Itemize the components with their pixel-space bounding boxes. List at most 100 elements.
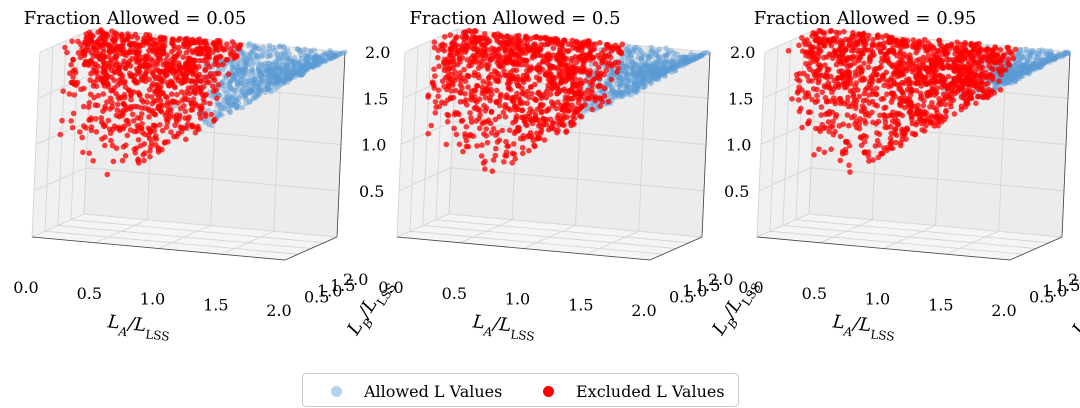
panel-title: Fraction Allowed = 0.95 xyxy=(754,8,977,29)
point-excluded xyxy=(524,40,531,47)
point-excluded xyxy=(168,106,174,112)
point-excluded xyxy=(589,106,595,113)
point-excluded xyxy=(881,113,888,119)
point-excluded xyxy=(90,68,97,74)
point-allowed xyxy=(322,58,329,64)
point-allowed xyxy=(236,64,243,71)
point-allowed xyxy=(230,100,237,106)
point-excluded xyxy=(596,72,603,78)
point-allowed xyxy=(225,87,232,94)
point-allowed xyxy=(243,95,249,102)
point-allowed xyxy=(285,56,291,62)
point-excluded xyxy=(225,71,232,78)
point-excluded xyxy=(206,64,213,70)
point-excluded xyxy=(452,77,458,84)
point-allowed xyxy=(285,75,292,82)
point-allowed xyxy=(220,104,227,111)
point-allowed xyxy=(295,58,302,65)
point-allowed xyxy=(291,70,298,76)
point-excluded xyxy=(67,70,73,77)
point-allowed xyxy=(264,85,271,91)
point-excluded xyxy=(913,80,919,86)
point-excluded xyxy=(105,117,112,124)
point-allowed xyxy=(257,69,264,76)
point-allowed xyxy=(306,62,313,68)
point-excluded xyxy=(799,87,805,93)
point-allowed xyxy=(317,59,324,66)
point-allowed xyxy=(240,82,247,89)
point-excluded xyxy=(846,142,853,149)
point-allowed xyxy=(265,63,272,70)
point-allowed xyxy=(229,64,236,71)
point-excluded xyxy=(960,56,967,63)
point-excluded xyxy=(491,46,498,52)
point-excluded xyxy=(90,33,96,39)
point-excluded xyxy=(833,53,839,59)
point-allowed xyxy=(1008,76,1015,82)
point-allowed xyxy=(320,58,326,64)
point-excluded xyxy=(545,106,552,112)
point-excluded xyxy=(120,46,127,52)
point-excluded xyxy=(192,90,199,97)
point-allowed xyxy=(285,76,292,82)
point-allowed xyxy=(276,75,282,81)
point-excluded xyxy=(796,42,802,49)
grid-line xyxy=(85,167,340,192)
point-allowed xyxy=(287,56,294,63)
point-excluded xyxy=(804,73,810,79)
point-excluded xyxy=(810,86,817,92)
point-allowed xyxy=(315,55,322,61)
point-allowed xyxy=(1036,47,1042,54)
point-excluded xyxy=(838,38,844,44)
point-allowed xyxy=(267,66,274,73)
point-excluded xyxy=(174,91,180,98)
point-allowed xyxy=(265,69,272,75)
point-allowed xyxy=(234,66,240,72)
point-excluded xyxy=(844,112,851,118)
point-excluded xyxy=(557,49,564,56)
point-excluded xyxy=(83,125,89,131)
point-allowed xyxy=(331,53,338,59)
point-excluded xyxy=(125,34,131,41)
point-excluded xyxy=(447,32,454,38)
point-excluded xyxy=(785,48,792,54)
point-allowed xyxy=(309,63,315,70)
point-allowed xyxy=(229,64,236,71)
point-excluded xyxy=(144,93,151,99)
point-excluded xyxy=(183,125,190,131)
point-allowed xyxy=(243,78,250,84)
point-allowed xyxy=(275,79,281,85)
point-allowed xyxy=(284,70,290,76)
point-excluded xyxy=(223,46,229,52)
point-allowed xyxy=(312,58,318,64)
point-excluded xyxy=(897,50,903,57)
point-excluded xyxy=(113,145,120,151)
point-allowed xyxy=(264,83,271,90)
point-excluded xyxy=(181,103,187,109)
point-allowed xyxy=(624,64,631,70)
point-excluded xyxy=(70,74,76,80)
point-excluded xyxy=(120,110,126,117)
point-excluded xyxy=(478,35,485,42)
point-excluded xyxy=(160,90,166,96)
point-allowed xyxy=(284,71,291,78)
point-excluded xyxy=(958,106,965,113)
point-allowed xyxy=(332,50,339,56)
point-excluded xyxy=(865,64,872,71)
point-excluded xyxy=(875,77,881,84)
point-excluded xyxy=(907,52,913,58)
point-allowed xyxy=(248,87,255,93)
point-allowed xyxy=(302,57,309,63)
point-excluded xyxy=(101,53,108,60)
point-allowed xyxy=(272,75,279,82)
point-allowed xyxy=(235,64,241,70)
point-excluded xyxy=(460,29,467,36)
point-allowed xyxy=(648,78,655,85)
point-allowed xyxy=(217,102,224,108)
point-excluded xyxy=(866,92,872,98)
point-allowed xyxy=(267,71,273,77)
point-excluded xyxy=(212,56,219,63)
point-excluded xyxy=(881,82,887,89)
point-allowed xyxy=(220,101,226,107)
